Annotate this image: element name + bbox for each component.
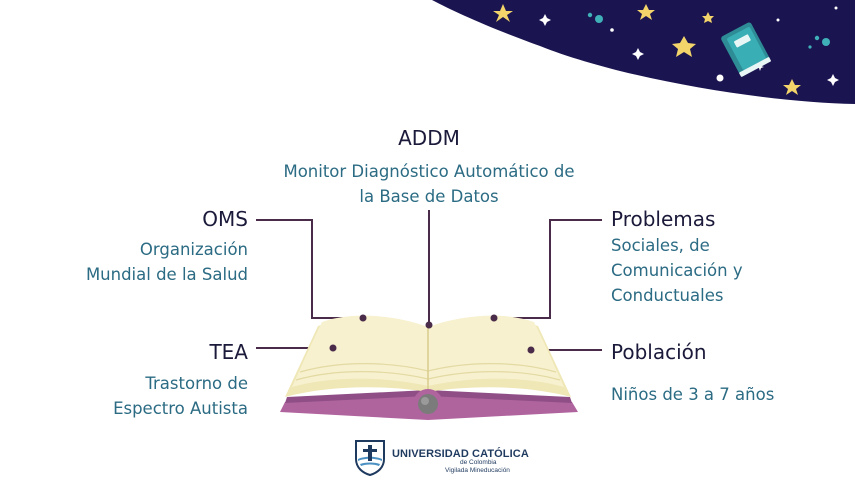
term-tea-line-1: Trastorno de bbox=[145, 374, 248, 393]
connector-problemas bbox=[494, 219, 602, 319]
sparkle-icon bbox=[539, 6, 839, 86]
university-name: UNIVERSIDAD CATÓLICA bbox=[392, 448, 529, 460]
university-name-prefix: UNIVERSIDAD bbox=[392, 448, 473, 460]
book-right-pages bbox=[428, 315, 564, 387]
university-shield-icon bbox=[355, 440, 385, 477]
term-addm-description: Monitor Diagnóstico Automático de la Bas… bbox=[229, 159, 629, 209]
term-tea-title: TEA bbox=[209, 340, 248, 364]
term-poblacion-title: Población bbox=[611, 340, 707, 364]
university-name-strong: CATÓLICA bbox=[472, 448, 529, 460]
term-addm-line-1: Monitor Diagnóstico Automático de bbox=[283, 162, 575, 181]
dot-problemas bbox=[490, 314, 498, 322]
dot-oms bbox=[359, 314, 367, 322]
term-oms-line-1: Organización bbox=[139, 240, 248, 259]
dot-tea bbox=[329, 344, 337, 352]
term-problemas-line-3: Conductuales bbox=[611, 286, 724, 305]
term-problemas-line-2: Comunicación y bbox=[611, 261, 743, 280]
term-oms-line-2: Mundial de la Salud bbox=[85, 265, 248, 284]
bubble-icon bbox=[587, 12, 830, 49]
term-oms-description: Organización Mundial de la Salud bbox=[48, 237, 248, 287]
term-tea-line-2: Espectro Autista bbox=[113, 399, 248, 418]
university-logo: UNIVERSIDAD CATÓLICA de Colombia Vigilad… bbox=[350, 437, 530, 477]
term-addm-line-2: la Base de Datos bbox=[359, 187, 499, 206]
university-subtitle: de Colombia bbox=[460, 459, 497, 466]
dot-addm bbox=[425, 321, 433, 329]
term-oms-title: OMS bbox=[202, 207, 248, 231]
star-icon bbox=[493, 4, 801, 95]
book-left-pages bbox=[292, 315, 428, 387]
term-addm-title: ADDM bbox=[398, 126, 460, 150]
term-poblacion-description: Niños de 3 a 7 años bbox=[611, 382, 841, 407]
term-problemas-line-1: Sociales, de bbox=[611, 236, 710, 255]
dot-poblacion bbox=[527, 346, 535, 354]
term-problemas-description: Sociales, de Comunicación y Conductuales bbox=[611, 233, 841, 308]
term-poblacion-line-1: Niños de 3 a 7 años bbox=[611, 385, 775, 404]
term-tea-description: Trastorno de Espectro Autista bbox=[48, 371, 248, 421]
floating-book-icon bbox=[721, 22, 771, 77]
term-problemas-title: Problemas bbox=[611, 207, 716, 231]
university-tagline: Vigilada Mineducación bbox=[445, 467, 510, 474]
connector-oms bbox=[256, 219, 362, 319]
